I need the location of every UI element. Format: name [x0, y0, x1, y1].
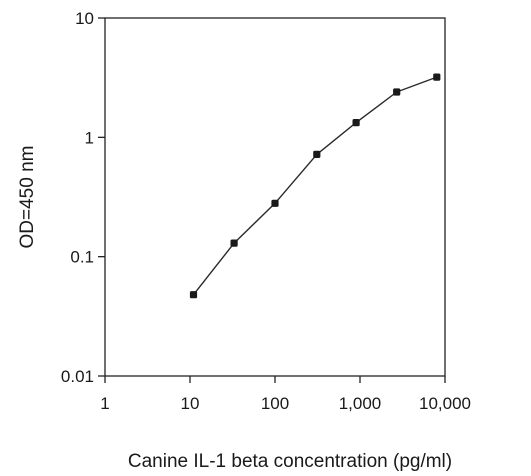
- y-tick-label: 1: [85, 128, 94, 147]
- data-point: [271, 199, 279, 207]
- data-point: [313, 150, 321, 158]
- y-tick-label: 0.1: [70, 248, 94, 267]
- y-tick-label: 0.01: [61, 367, 94, 386]
- x-tick-label: 100: [261, 394, 289, 413]
- data-point: [352, 119, 360, 127]
- y-tick-label: 10: [75, 9, 94, 28]
- x-tick-label: 1: [100, 394, 109, 413]
- series-line: [192, 76, 438, 296]
- data-point: [230, 239, 238, 247]
- x-axis-title: Canine IL-1 beta concentration (pg/ml): [128, 451, 452, 472]
- y-axis-title: OD=450 nm: [17, 146, 38, 249]
- x-tick-label: 10,000: [419, 394, 471, 413]
- x-tick-label: 10: [181, 394, 200, 413]
- data-point: [393, 88, 401, 96]
- x-tick-label: 1,000: [339, 394, 382, 413]
- data-point: [433, 73, 441, 81]
- data-point: [189, 291, 198, 299]
- plot-frame: [104, 17, 446, 377]
